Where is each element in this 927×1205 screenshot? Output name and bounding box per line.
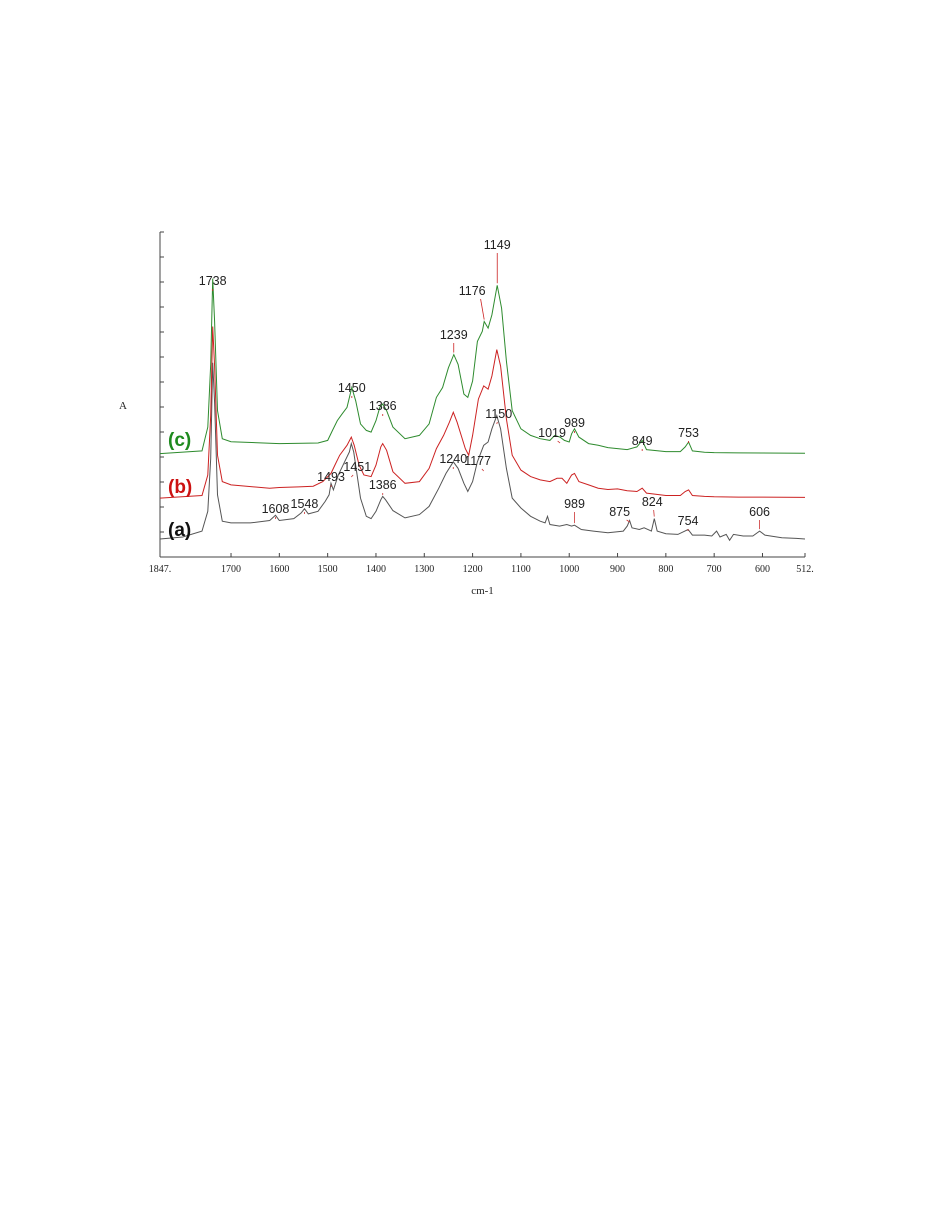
peak-label-1176: 1176 — [459, 284, 486, 298]
peak-label-606: 606 — [749, 505, 770, 519]
peak-leader-line — [626, 519, 630, 523]
peak-label-1548: 1548 — [291, 497, 319, 511]
peak-label-1149: 1149 — [484, 238, 511, 252]
peak-label-1386: 1386 — [369, 399, 397, 413]
peak-label-1150: 1150 — [485, 407, 512, 421]
x-tick-label: 600 — [755, 564, 770, 575]
peak-label-989: 989 — [564, 416, 585, 430]
x-axis-title: cm-1 — [471, 585, 494, 597]
x-tick-label: 800 — [658, 564, 673, 575]
peak-label-1240: 1240 — [439, 452, 467, 466]
series-line-a — [159, 362, 806, 542]
x-tick-label: 1700 — [221, 564, 241, 575]
peak-label-753: 753 — [678, 426, 699, 440]
peak-label-1451: 1451 — [343, 460, 371, 474]
peak-leader-line — [557, 440, 561, 444]
x-tick-label: 1000 — [559, 564, 579, 575]
series-tag-a: (a) — [168, 520, 191, 541]
peak-label-989: 989 — [564, 497, 585, 511]
series-tag-c: (c) — [168, 430, 191, 451]
x-tick-label: 1500 — [318, 564, 338, 575]
series-line-b — [159, 326, 806, 499]
peak-leader-line — [481, 468, 485, 472]
peak-leader-line — [653, 509, 655, 517]
axes-group: 1847. 1700 1600 1500 1400 1300 1200 1100 1000 900… — [149, 231, 814, 575]
y-axis-title: A — [119, 400, 127, 412]
series-tag-b: (b) — [168, 477, 192, 498]
x-tick-label: 1100 — [511, 564, 531, 575]
x-tick-label: 1200 — [463, 564, 483, 575]
x-tick-label: 1400 — [366, 564, 386, 575]
series-group: (a) (b) (c) — [159, 278, 806, 542]
peak-label-1239: 1239 — [440, 328, 468, 342]
peak-leader-line — [480, 298, 485, 320]
peak-label-1738: 1738 — [199, 274, 227, 288]
peak-label-754: 754 — [678, 514, 699, 528]
x-tick-label: 1300 — [414, 564, 434, 575]
peak-label-1019: 1019 — [538, 426, 566, 440]
peak-label-1450: 1450 — [338, 381, 366, 395]
x-tick-label: 700 — [707, 564, 722, 575]
x-tick-label: 900 — [610, 564, 625, 575]
peak-label-875: 875 — [609, 505, 630, 519]
x-tick-label: 512. — [796, 564, 814, 575]
peak-label-1386: 1386 — [369, 478, 397, 492]
peak-label-1608: 1608 — [262, 502, 290, 516]
peak-label-1493: 1493 — [317, 470, 345, 484]
peak-label-849: 849 — [632, 434, 653, 448]
peak-labels-group: 1738145013861239117611491019989849753149… — [199, 238, 770, 531]
x-tick-label: 1847. — [149, 564, 172, 575]
peak-label-824: 824 — [642, 495, 663, 509]
peak-leader-line — [496, 421, 498, 425]
x-tick-label: 1600 — [269, 564, 289, 575]
series-line-c — [159, 278, 806, 455]
peak-label-1177: 1177 — [464, 454, 491, 468]
peak-leader-line — [351, 474, 354, 478]
